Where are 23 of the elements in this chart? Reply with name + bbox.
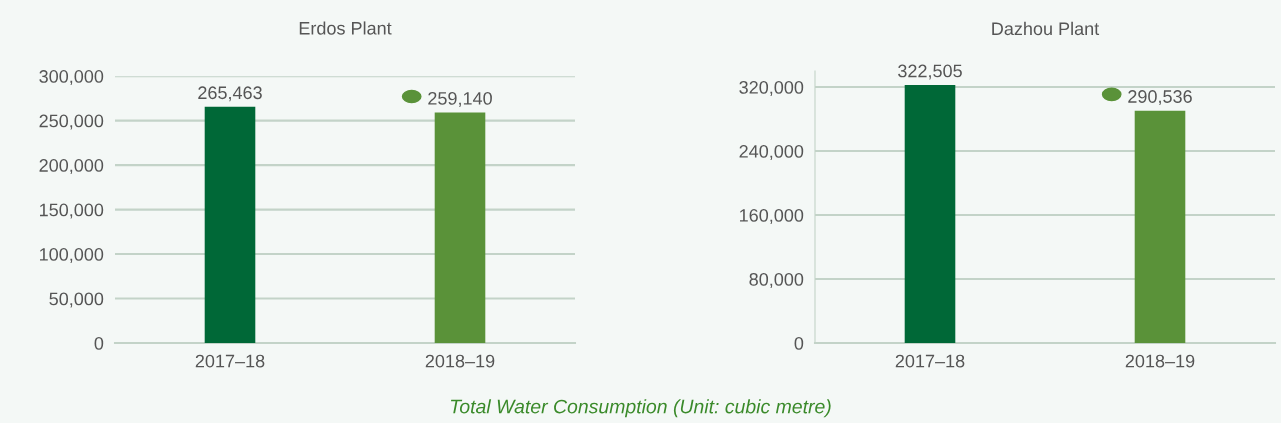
x-tick-label: 2018–19 — [425, 354, 495, 368]
x-tick-label: 2017–18 — [195, 354, 265, 368]
data-label: 322,505 — [898, 64, 962, 80]
y-tick-label: 250,000 — [39, 114, 104, 130]
data-label: 290,536 — [1128, 90, 1192, 106]
y-tick-label: 200,000 — [39, 159, 104, 174]
y-tick-label: 150,000 — [40, 203, 104, 219]
y-tick-label: 50,000 — [49, 292, 104, 308]
chart-title: Erdos Plant — [299, 21, 392, 35]
y-tick-label: 320,000 — [739, 81, 804, 96]
y-tick-label: 0 — [794, 336, 804, 350]
chart-title: Dazhou Plant — [992, 21, 1100, 36]
x-tick-label: 2017–18 — [895, 354, 965, 368]
y-tick-label: 0 — [94, 336, 104, 350]
x-tick-label: 2018–19 — [1125, 354, 1195, 368]
y-tick-label: 80,000 — [749, 272, 804, 288]
text: Total Water Consumption (Unit: cubic metre) — [450, 399, 831, 418]
data-label: 259,140 — [428, 91, 492, 107]
y-tick-label: 240,000 — [739, 145, 804, 160]
data-label: 265,463 — [198, 86, 262, 102]
y-tick-label: 300,000 — [39, 70, 104, 85]
y-tick-label: 160,000 — [740, 208, 804, 224]
y-tick-label: 100,000 — [40, 248, 104, 263]
